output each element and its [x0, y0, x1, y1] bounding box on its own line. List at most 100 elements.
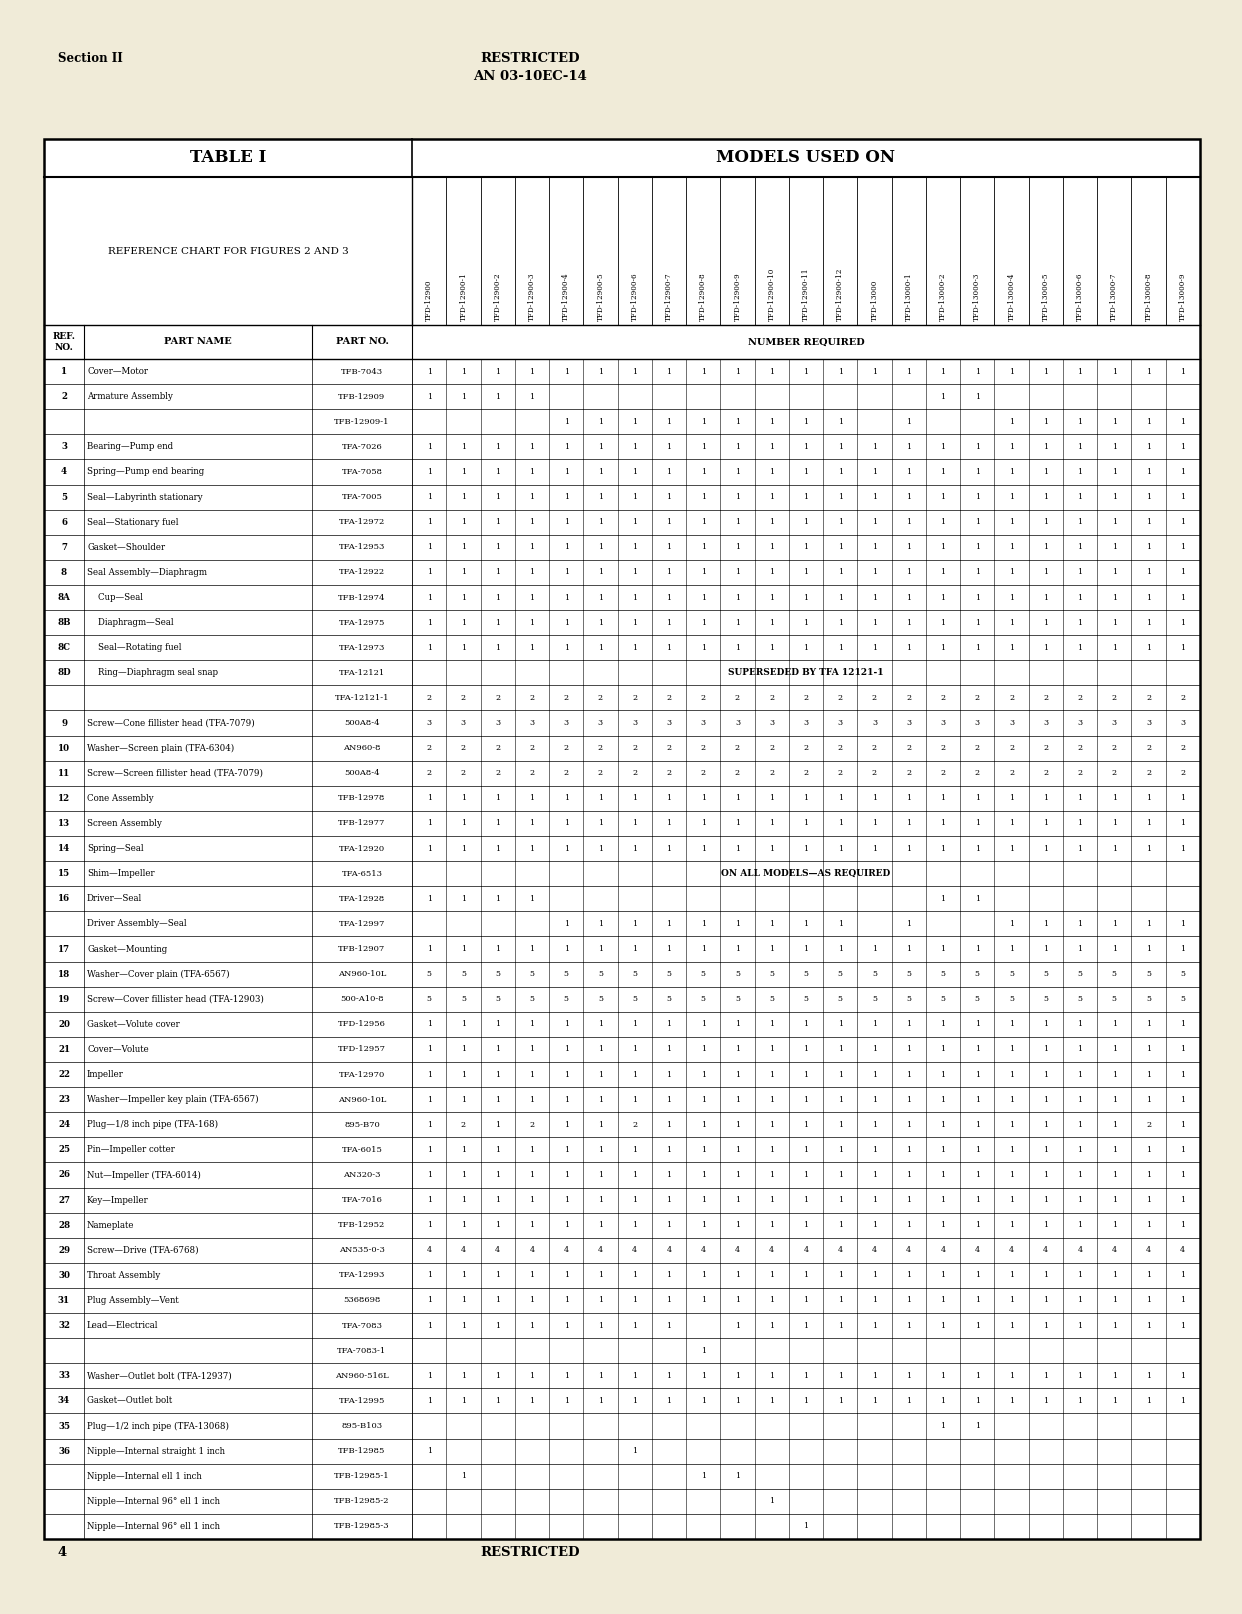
Text: 1: 1 [1180, 1020, 1185, 1028]
Text: 1: 1 [1078, 946, 1083, 952]
Text: 1: 1 [872, 1396, 877, 1404]
Text: 1: 1 [1043, 1196, 1048, 1204]
Text: 13: 13 [58, 818, 70, 828]
Text: 1: 1 [769, 1372, 774, 1380]
Text: 1: 1 [1112, 418, 1117, 426]
Text: 1: 1 [564, 946, 569, 952]
Text: 1: 1 [496, 594, 501, 602]
Text: 1: 1 [1180, 1146, 1185, 1154]
Text: 1: 1 [496, 1120, 501, 1128]
Text: Armature Assembly: Armature Assembly [87, 392, 173, 402]
Text: 1: 1 [632, 1448, 637, 1456]
Text: 1: 1 [837, 1272, 843, 1280]
Text: 1: 1 [735, 946, 740, 952]
Text: 1: 1 [769, 594, 774, 602]
Text: 1: 1 [940, 1422, 945, 1430]
Text: 1: 1 [1180, 1322, 1185, 1330]
Text: 1: 1 [837, 1372, 843, 1380]
Text: TFA-12953: TFA-12953 [339, 544, 385, 552]
Text: 1: 1 [426, 518, 432, 526]
Text: 1: 1 [804, 820, 809, 828]
Text: TFD-13000-4: TFD-13000-4 [1007, 273, 1016, 321]
Text: 1: 1 [872, 442, 877, 450]
Text: 5: 5 [427, 970, 432, 978]
Text: TABLE I: TABLE I [190, 150, 266, 166]
Text: 1: 1 [804, 920, 809, 928]
Text: 1: 1 [496, 1172, 501, 1178]
Text: 1: 1 [907, 820, 912, 828]
Text: 1: 1 [597, 1272, 604, 1280]
Text: TFD-12900-8: TFD-12900-8 [699, 273, 707, 321]
Text: 500A8-4: 500A8-4 [344, 720, 380, 726]
Text: 1: 1 [496, 368, 501, 376]
Text: Spring—Seal: Spring—Seal [87, 844, 144, 854]
Text: 5: 5 [838, 970, 843, 978]
Text: 33: 33 [58, 1372, 70, 1380]
Text: 1: 1 [940, 568, 945, 576]
Text: 1: 1 [1112, 494, 1117, 500]
Text: 1: 1 [426, 1372, 432, 1380]
Text: 1: 1 [940, 1146, 945, 1154]
Text: 1: 1 [837, 844, 843, 852]
Text: 4: 4 [564, 1246, 569, 1254]
Text: 1: 1 [426, 1096, 432, 1104]
Text: 1: 1 [1078, 1146, 1083, 1154]
Text: 3: 3 [1078, 720, 1083, 726]
Text: 1: 1 [769, 1046, 774, 1054]
Text: 4: 4 [1146, 1246, 1151, 1254]
Text: 1: 1 [496, 1372, 501, 1380]
Text: 1: 1 [426, 1448, 432, 1456]
Text: 2: 2 [872, 744, 877, 752]
Text: 4: 4 [975, 1246, 980, 1254]
Text: 1: 1 [632, 820, 637, 828]
Text: 2: 2 [667, 744, 672, 752]
Text: 25: 25 [58, 1146, 70, 1154]
Text: TFD-12900-2: TFD-12900-2 [493, 273, 502, 321]
Text: 5: 5 [564, 996, 569, 1004]
Text: 1: 1 [632, 920, 637, 928]
Text: 1: 1 [1009, 1322, 1015, 1330]
Text: 1: 1 [872, 1196, 877, 1204]
Text: 1: 1 [1112, 820, 1117, 828]
Text: 4: 4 [700, 1246, 705, 1254]
Text: 2: 2 [1043, 694, 1048, 702]
Text: 1: 1 [529, 1070, 534, 1078]
Text: 1: 1 [837, 1046, 843, 1054]
Text: 3: 3 [426, 720, 432, 726]
Text: 1: 1 [1078, 1272, 1083, 1280]
Text: 1: 1 [632, 544, 637, 552]
Text: 1: 1 [975, 794, 980, 802]
Text: 1: 1 [1009, 518, 1015, 526]
Text: 2: 2 [597, 744, 604, 752]
Text: TFD-13000-2: TFD-13000-2 [939, 273, 948, 321]
Text: 1: 1 [632, 1296, 637, 1304]
Text: 1: 1 [461, 1096, 466, 1104]
Text: 1: 1 [461, 1272, 466, 1280]
Text: 1: 1 [804, 418, 809, 426]
Text: 1: 1 [496, 494, 501, 500]
Text: 1: 1 [700, 368, 705, 376]
Text: 1: 1 [907, 1196, 912, 1204]
Text: 1: 1 [529, 820, 534, 828]
Text: 8D: 8D [57, 668, 71, 678]
Text: 1: 1 [667, 920, 672, 928]
Text: 1: 1 [1146, 442, 1151, 450]
Text: Seal—Stationary fuel: Seal—Stationary fuel [87, 518, 179, 526]
Text: 1: 1 [872, 1096, 877, 1104]
Text: 1: 1 [769, 1146, 774, 1154]
Text: 1: 1 [461, 468, 466, 476]
Text: Nipple—Internal ell 1 inch: Nipple—Internal ell 1 inch [87, 1472, 201, 1480]
Text: 1: 1 [837, 518, 843, 526]
Text: 5368698: 5368698 [343, 1296, 381, 1304]
Text: 1: 1 [735, 1322, 740, 1330]
Text: 1: 1 [804, 644, 809, 652]
Text: 1: 1 [667, 1322, 672, 1330]
Text: TFD-13000-7: TFD-13000-7 [1110, 273, 1118, 321]
Text: NUMBER REQUIRED: NUMBER REQUIRED [748, 337, 864, 347]
Text: 1: 1 [872, 1222, 877, 1230]
Text: 1: 1 [1180, 544, 1185, 552]
Text: TFD-12900-11: TFD-12900-11 [802, 268, 810, 321]
Text: AN 03-10EC-14: AN 03-10EC-14 [473, 69, 587, 82]
Text: 1: 1 [769, 1196, 774, 1204]
Text: 1: 1 [1078, 468, 1083, 476]
